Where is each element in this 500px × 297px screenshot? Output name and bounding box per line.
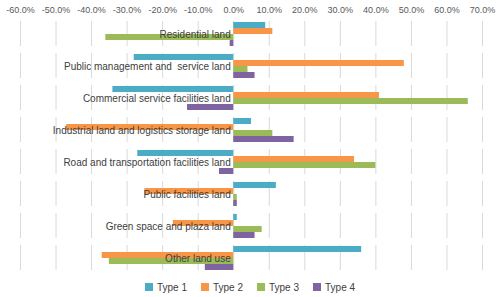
svg-text:-20.0%: -20.0%	[148, 5, 177, 15]
svg-text:-60.0%: -60.0%	[6, 5, 35, 15]
svg-text:40.0%: 40.0%	[363, 5, 389, 15]
svg-text:Commercial service facilities: Commercial service facilities land	[83, 93, 231, 104]
svg-text:0.0%: 0.0%	[223, 5, 244, 15]
svg-text:20.0%: 20.0%	[292, 5, 318, 15]
svg-text:50.0%: 50.0%	[399, 5, 425, 15]
svg-text:Public management and service: Public management and service land	[64, 61, 231, 72]
html-text:Type 3: Type 3	[269, 281, 299, 293]
html-text:Type 4: Type 4	[325, 281, 356, 293]
svg-text:30.0%: 30.0%	[328, 5, 354, 15]
svg-text:Residential land: Residential land	[160, 29, 231, 40]
svg-text:-40.0%: -40.0%	[77, 5, 106, 15]
svg-text:10.0%: 10.0%	[257, 5, 283, 15]
svg-text:Green space and plaza land: Green space and plaza land	[106, 221, 231, 232]
svg-text:Public facilities land: Public facilities land	[143, 189, 230, 200]
svg-text:70.0%: 70.0%	[470, 5, 496, 15]
svg-text:Other land use: Other land use	[165, 253, 231, 264]
svg-text:Industrial land and logistics: Industrial land and logistics storage la…	[53, 125, 231, 136]
html-text:Type 2: Type 2	[213, 281, 243, 293]
svg-text:Road and transportation facili: Road and transportation facilities land	[63, 157, 230, 168]
svg-text:-50.0%: -50.0%	[42, 5, 71, 15]
svg-text:-10.0%: -10.0%	[184, 5, 213, 15]
svg-text:60.0%: 60.0%	[434, 5, 460, 15]
svg-text:-30.0%: -30.0%	[113, 5, 142, 15]
html-text:Type 1: Type 1	[156, 281, 187, 293]
